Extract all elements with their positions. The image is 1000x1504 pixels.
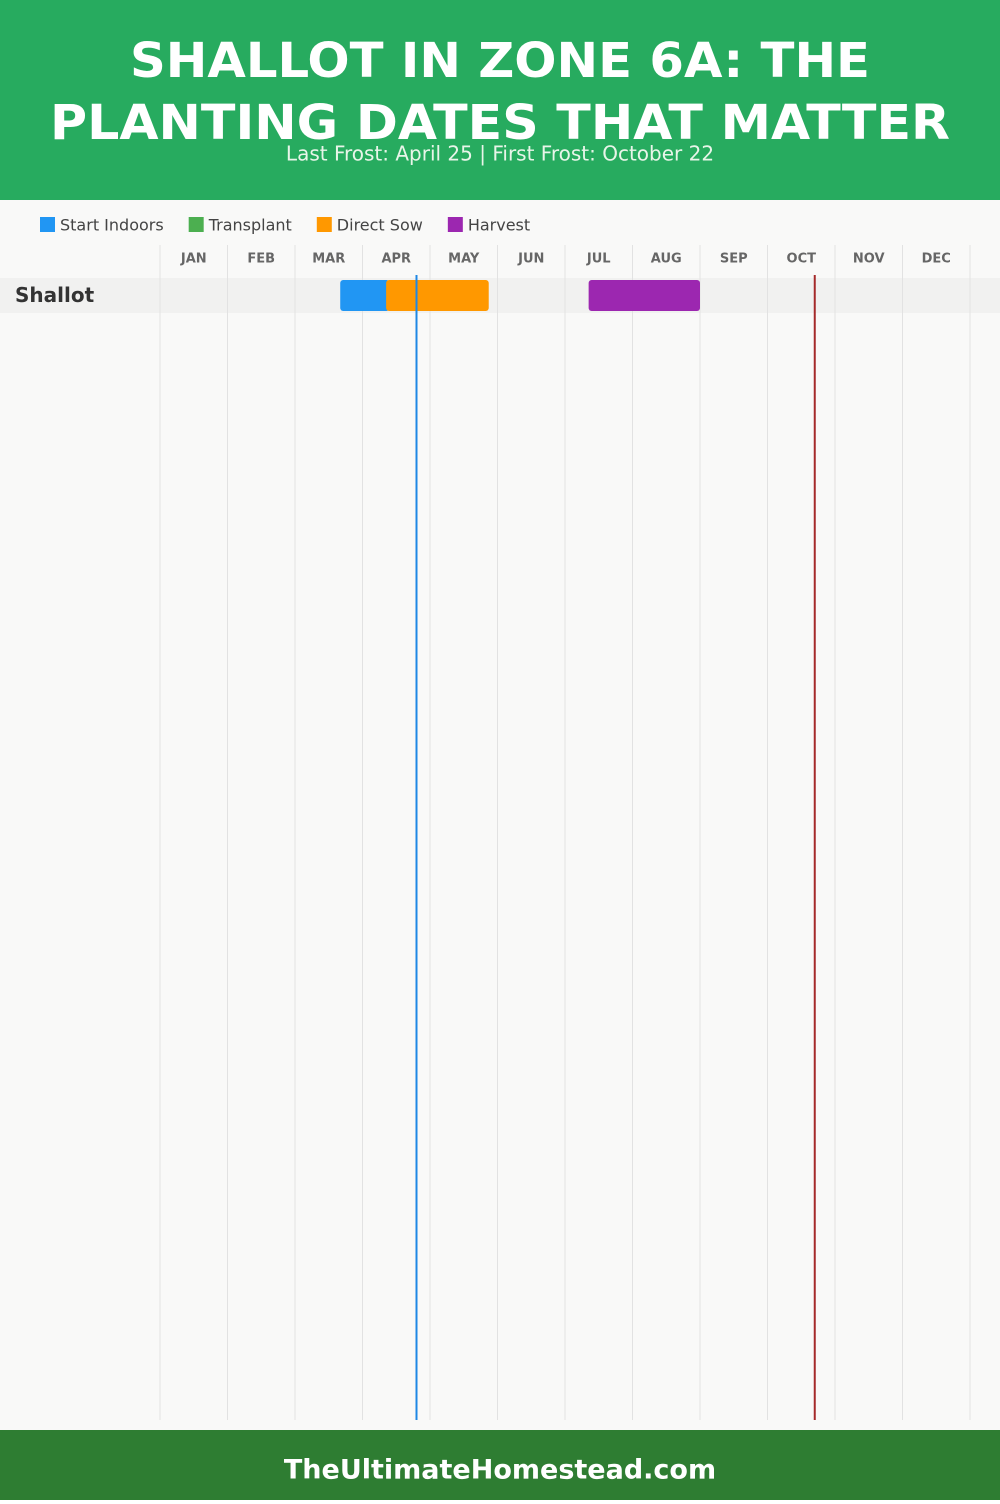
legend-swatch	[447, 217, 463, 232]
month-label: APR	[381, 252, 411, 267]
legend-label: Transplant	[208, 216, 292, 235]
legend-label: Harvest	[468, 216, 530, 235]
subtitle: Last Frost: April 25 | First Frost: Octo…	[286, 142, 714, 166]
chart-title: PLANTING DATES THAT MATTER	[50, 95, 950, 151]
legend-label: Direct Sow	[337, 216, 423, 235]
header	[0, 0, 1000, 200]
month-label: OCT	[787, 252, 817, 267]
footer-text: TheUltimateHomestead.com	[284, 1455, 716, 1486]
month-label: FEB	[247, 252, 275, 267]
legend-swatch	[316, 217, 332, 232]
month-label: AUG	[651, 252, 682, 267]
month-label: MAR	[312, 252, 345, 267]
month-label: DEC	[922, 252, 951, 267]
month-label: JAN	[180, 252, 207, 267]
month-label: NOV	[853, 252, 885, 267]
chart-title: SHALLOT IN ZONE 6A: THE	[130, 33, 870, 89]
month-label: MAY	[448, 252, 480, 267]
bar	[588, 280, 700, 311]
bar	[340, 280, 390, 311]
footer	[0, 1430, 1000, 1500]
legend-label: Start Indoors	[60, 216, 164, 235]
row-label: Shallot	[15, 283, 95, 307]
month-label: SEP	[720, 252, 748, 267]
row-band	[0, 278, 1000, 313]
month-label: JUL	[586, 252, 611, 267]
month-label: JUN	[517, 252, 544, 267]
bar	[386, 280, 489, 311]
legend-swatch	[40, 217, 55, 232]
legend-swatch	[188, 217, 204, 232]
